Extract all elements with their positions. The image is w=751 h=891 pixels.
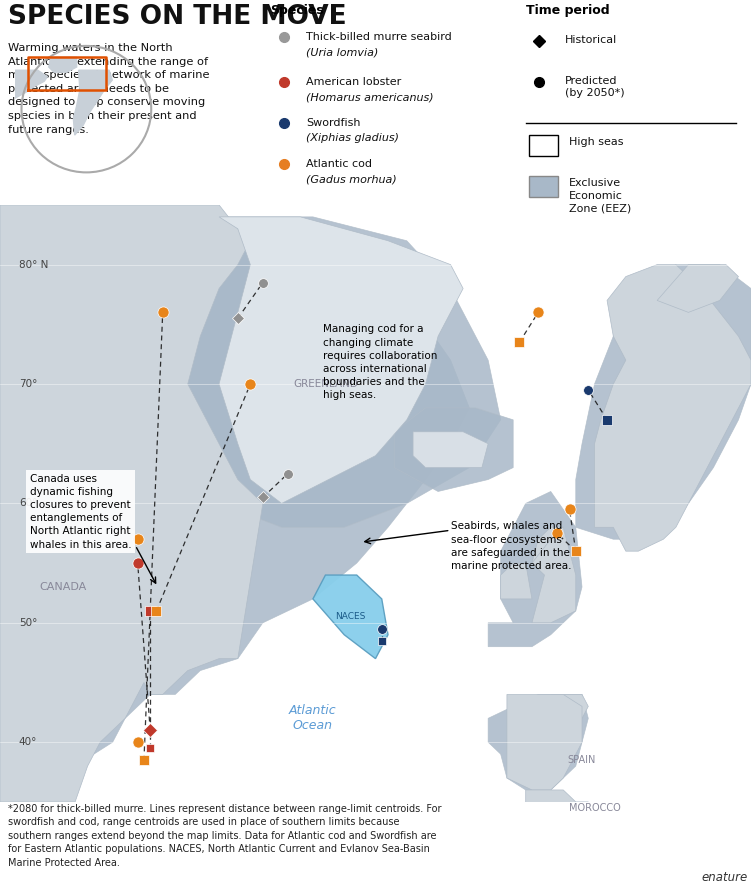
Polygon shape <box>488 492 582 647</box>
Bar <box>529 135 558 156</box>
Text: *2080 for thick-billed murre. Lines represent distance between range-limit centr: *2080 for thick-billed murre. Lines repr… <box>8 804 441 868</box>
Text: 80° N: 80° N <box>19 259 48 270</box>
Text: 40°: 40° <box>19 737 37 748</box>
Polygon shape <box>526 790 588 826</box>
Polygon shape <box>501 563 532 599</box>
Polygon shape <box>0 205 263 802</box>
Polygon shape <box>137 217 501 527</box>
Polygon shape <box>413 432 488 468</box>
Polygon shape <box>657 265 738 313</box>
Polygon shape <box>595 265 751 552</box>
Polygon shape <box>576 265 751 539</box>
Text: 50°: 50° <box>19 617 37 628</box>
Text: MOROCCO: MOROCCO <box>569 803 620 813</box>
Text: CANADA: CANADA <box>39 582 86 592</box>
Text: Seabirds, whales and
sea-floor ecosystems
are safeguarded in the
marine protecte: Seabirds, whales and sea-floor ecosystem… <box>451 521 571 571</box>
Polygon shape <box>550 694 588 718</box>
Polygon shape <box>74 70 113 135</box>
Text: NACES: NACES <box>335 612 366 621</box>
Text: GREENLAND: GREENLAND <box>293 379 358 389</box>
Polygon shape <box>313 575 388 658</box>
Text: Swordfish: Swordfish <box>306 118 361 127</box>
Text: High seas: High seas <box>569 137 623 147</box>
Text: (Uria lomvia): (Uria lomvia) <box>306 47 379 57</box>
Text: 60°: 60° <box>19 498 37 509</box>
Bar <box>529 176 558 197</box>
Polygon shape <box>488 694 588 790</box>
Polygon shape <box>532 527 563 563</box>
Text: Canada uses
dynamic fishing
closures to prevent
entanglements of
North Atlantic : Canada uses dynamic fishing closures to … <box>30 473 131 550</box>
Text: American lobster: American lobster <box>306 77 402 86</box>
Text: SPAIN: SPAIN <box>568 755 596 765</box>
Text: (Xiphias gladius): (Xiphias gladius) <box>306 133 400 143</box>
Text: SPECIES ON THE MOVE: SPECIES ON THE MOVE <box>8 4 346 30</box>
Text: 70°: 70° <box>19 379 37 389</box>
Text: Atlantic
Ocean: Atlantic Ocean <box>289 704 336 732</box>
Polygon shape <box>507 694 582 790</box>
Text: Predicted
(by 2050*): Predicted (by 2050*) <box>565 76 624 98</box>
Text: Thick-billed murre seabird: Thick-billed murre seabird <box>306 32 452 42</box>
Text: Atlantic cod: Atlantic cod <box>306 159 372 168</box>
Text: Managing cod for a
changing climate
requires collaboration
across international
: Managing cod for a changing climate requ… <box>323 324 437 400</box>
Polygon shape <box>49 57 77 72</box>
Text: Warming waters in the North
Atlantic are extending the range of
many species. A : Warming waters in the North Atlantic are… <box>8 43 209 135</box>
Text: Time period: Time period <box>526 4 609 17</box>
Polygon shape <box>532 527 576 623</box>
Text: (Homarus americanus): (Homarus americanus) <box>306 92 434 102</box>
Polygon shape <box>394 408 513 492</box>
Text: enature: enature <box>701 871 747 884</box>
Polygon shape <box>0 229 469 766</box>
Polygon shape <box>219 217 463 503</box>
Text: (Gadus morhua): (Gadus morhua) <box>306 174 397 184</box>
Polygon shape <box>8 70 47 98</box>
Text: Exclusive
Economic
Zone (EEZ): Exclusive Economic Zone (EEZ) <box>569 178 631 213</box>
Text: Historical: Historical <box>565 35 617 45</box>
Text: Species: Species <box>270 4 324 17</box>
